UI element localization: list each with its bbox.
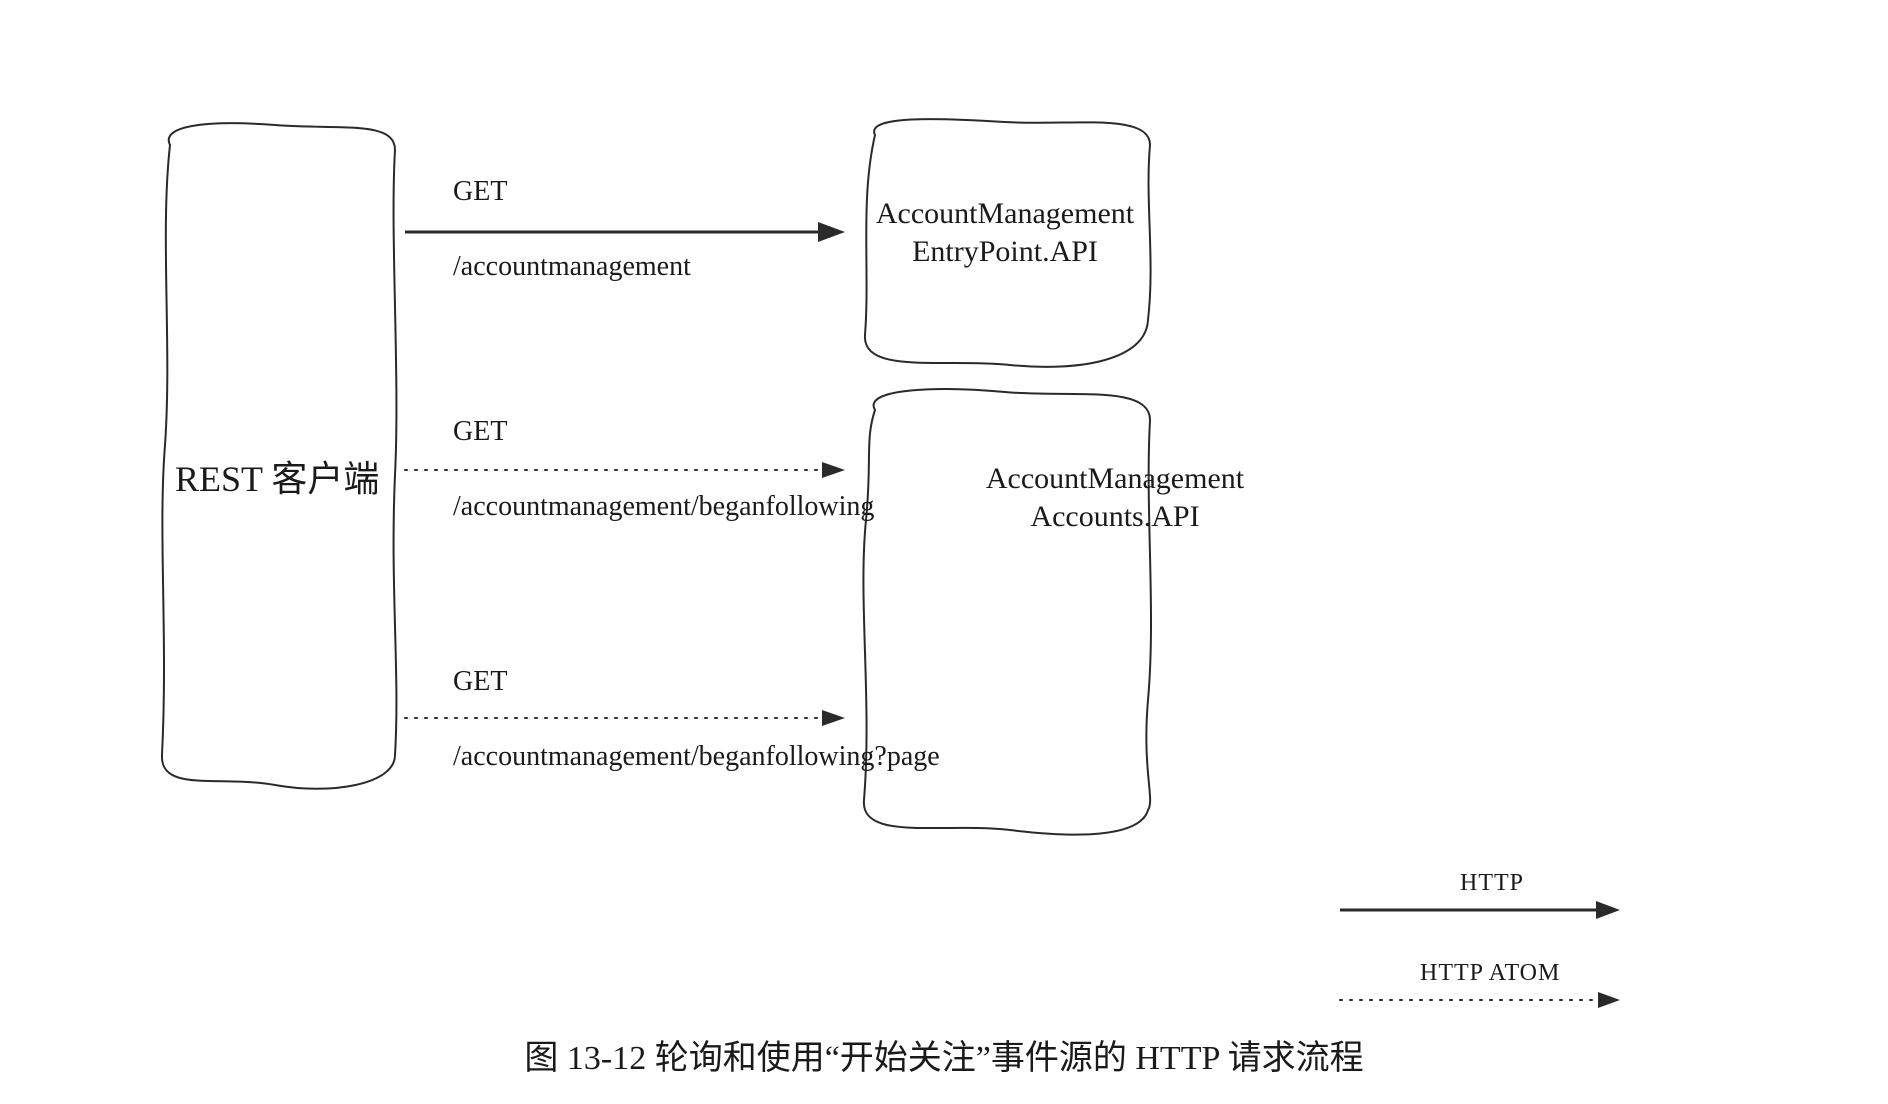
legend-atom-arrow bbox=[0, 0, 1888, 1104]
diagram-canvas: REST 客户端 AccountManagement EntryPoint.AP… bbox=[0, 0, 1888, 1104]
figure-caption: 图 13-12 轮询和使用“开始关注”事件源的 HTTP 请求流程 bbox=[0, 1030, 1888, 1079]
